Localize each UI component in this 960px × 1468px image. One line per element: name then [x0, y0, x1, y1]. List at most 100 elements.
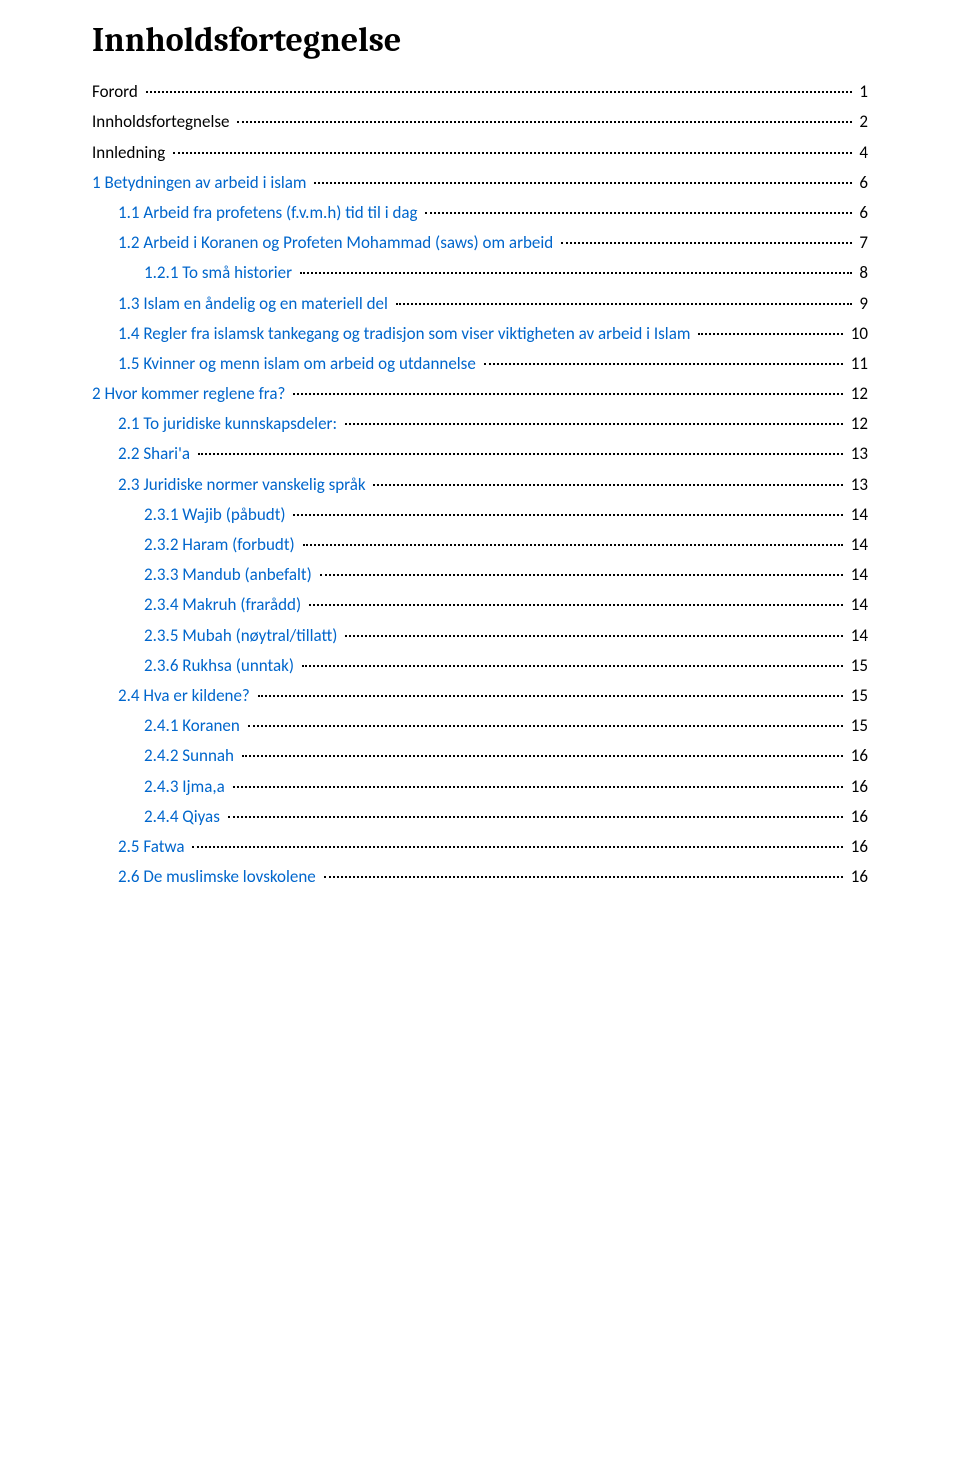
- toc-entry[interactable]: 2.1 To juridiske kunnskapsdeler: 12: [92, 402, 868, 432]
- toc-entry[interactable]: 1.4 Regler fra islamsk tankegang og trad…: [92, 312, 868, 342]
- toc-entry-page: 14: [847, 596, 868, 613]
- toc-entry-label: 1.5 Kvinner og menn islam om arbeid og u…: [118, 355, 480, 372]
- toc-entry[interactable]: 1.5 Kvinner og menn islam om arbeid og u…: [92, 342, 868, 372]
- toc-entry-page: 10: [847, 325, 868, 342]
- toc-entry[interactable]: 2.4.2 Sunnah 16: [92, 734, 868, 764]
- toc-leader-dots: [293, 392, 843, 395]
- toc-entry-label: 2.4 Hva er kildene?: [118, 687, 254, 704]
- toc-leader-dots: [320, 573, 843, 576]
- toc-leader-dots: [484, 362, 843, 365]
- toc-entry-label: 2.3 Juridiske normer vanskelig språk: [118, 476, 369, 493]
- toc-entry[interactable]: 2.4.4 Qiyas 16: [92, 795, 868, 825]
- toc-entry-page: 6: [856, 204, 868, 221]
- toc-entry-label: 2.4.1 Koranen: [144, 717, 244, 734]
- toc-entry[interactable]: 2.3.3 Mandub (anbefalt) 14: [92, 553, 868, 583]
- toc-leader-dots: [425, 211, 851, 214]
- toc-entry-page: 16: [847, 838, 868, 855]
- toc-entry[interactable]: 2.5 Fatwa 16: [92, 825, 868, 855]
- toc-leader-dots: [324, 875, 843, 878]
- toc-entry-label: 1.4 Regler fra islamsk tankegang og trad…: [118, 325, 694, 342]
- toc-entry-page: 16: [847, 808, 868, 825]
- toc-entry-label: 1 Betydningen av arbeid i islam: [92, 174, 310, 191]
- toc-entry-label: 2.3.6 Rukhsa (unntak): [144, 657, 298, 674]
- toc-entry-label: 2 Hvor kommer reglene fra?: [92, 385, 289, 402]
- toc-entry-label: 2.4.3 Ijma,a: [144, 778, 229, 795]
- toc-entry-page: 15: [847, 657, 868, 674]
- table-of-contents: Forord 1Innholdsfortegnelse 2Innledning …: [92, 70, 868, 885]
- toc-entry-label: 2.4.2 Sunnah: [144, 747, 238, 764]
- toc-entry[interactable]: 2.3.5 Mubah (nøytral/tillatt) 14: [92, 613, 868, 643]
- toc-entry-page: 7: [856, 234, 868, 251]
- toc-entry[interactable]: 2.3.6 Rukhsa (unntak) 15: [92, 644, 868, 674]
- toc-entry[interactable]: 1.1 Arbeid fra profetens (f.v.m.h) tid t…: [92, 191, 868, 221]
- toc-entry[interactable]: Innledning 4: [92, 130, 868, 160]
- toc-entry-label: 2.5 Fatwa: [118, 838, 188, 855]
- toc-entry[interactable]: 1.2 Arbeid i Koranen og Profeten Mohamma…: [92, 221, 868, 251]
- toc-entry[interactable]: 2.4.1 Koranen 15: [92, 704, 868, 734]
- toc-leader-dots: [192, 845, 843, 848]
- toc-leader-dots: [300, 271, 852, 274]
- toc-entry[interactable]: 2.2 Shari'a 13: [92, 432, 868, 462]
- toc-entry-page: 6: [856, 174, 868, 191]
- toc-leader-dots: [373, 483, 842, 486]
- toc-entry-page: 16: [847, 747, 868, 764]
- toc-leader-dots: [309, 603, 843, 606]
- toc-entry-page: 1: [856, 83, 868, 100]
- toc-entry-label: 1.1 Arbeid fra profetens (f.v.m.h) tid t…: [118, 204, 421, 221]
- toc-entry-label: 2.3.1 Wajib (påbudt): [144, 506, 289, 523]
- toc-entry[interactable]: 1 Betydningen av arbeid i islam 6: [92, 161, 868, 191]
- toc-entry-page: 12: [847, 385, 868, 402]
- toc-entry-page: 2: [856, 113, 868, 130]
- toc-entry-page: 16: [847, 868, 868, 885]
- toc-leader-dots: [303, 543, 843, 546]
- toc-entry-label: 1.3 Islam en åndelig og en materiell del: [118, 295, 392, 312]
- toc-leader-dots: [302, 664, 843, 667]
- toc-leader-dots: [345, 422, 843, 425]
- toc-entry-page: 12: [847, 415, 868, 432]
- toc-entry-label: Innholdsfortegnelse: [92, 113, 233, 130]
- toc-entry-label: 2.3.2 Haram (forbudt): [144, 536, 299, 553]
- toc-leader-dots: [173, 151, 851, 154]
- toc-entry-label: 2.3.5 Mubah (nøytral/tillatt): [144, 627, 341, 644]
- toc-leader-dots: [345, 634, 843, 637]
- toc-entry-page: 4: [856, 144, 868, 161]
- toc-entry[interactable]: 2.4.3 Ijma,a 16: [92, 764, 868, 794]
- toc-leader-dots: [146, 90, 852, 93]
- toc-entry[interactable]: 2.3 Juridiske normer vanskelig språk 13: [92, 462, 868, 492]
- toc-entry-page: 14: [847, 536, 868, 553]
- toc-entry-label: Forord: [92, 83, 142, 100]
- toc-leader-dots: [698, 332, 843, 335]
- toc-entry[interactable]: 2 Hvor kommer reglene fra? 12: [92, 372, 868, 402]
- toc-entry-label: 2.4.4 Qiyas: [144, 808, 224, 825]
- toc-leader-dots: [228, 815, 843, 818]
- toc-leader-dots: [237, 120, 851, 123]
- toc-entry-page: 15: [847, 717, 868, 734]
- toc-entry-label: 2.1 To juridiske kunnskapsdeler:: [118, 415, 341, 432]
- toc-entry-page: 13: [847, 445, 868, 462]
- toc-entry-page: 14: [847, 627, 868, 644]
- toc-entry-page: 9: [856, 295, 868, 312]
- toc-leader-dots: [242, 754, 843, 757]
- toc-entry[interactable]: 1.3 Islam en åndelig og en materiell del…: [92, 281, 868, 311]
- toc-entry-label: 1.2.1 To små historier: [144, 264, 296, 281]
- toc-entry[interactable]: Forord 1: [92, 70, 868, 100]
- toc-entry-page: 13: [847, 476, 868, 493]
- toc-entry-page: 16: [847, 778, 868, 795]
- toc-entry-label: 1.2 Arbeid i Koranen og Profeten Mohamma…: [118, 234, 557, 251]
- toc-leader-dots: [198, 452, 843, 455]
- toc-entry-label: 2.3.4 Makruh (frarådd): [144, 596, 305, 613]
- toc-entry-page: 8: [856, 264, 868, 281]
- toc-entry[interactable]: 2.3.2 Haram (forbudt) 14: [92, 523, 868, 553]
- toc-entry[interactable]: 2.4 Hva er kildene? 15: [92, 674, 868, 704]
- toc-entry-label: 2.6 De muslimske lovskolene: [118, 868, 320, 885]
- toc-entry[interactable]: 2.6 De muslimske lovskolene 16: [92, 855, 868, 885]
- toc-entry-page: 11: [847, 355, 868, 372]
- toc-entry[interactable]: Innholdsfortegnelse 2: [92, 100, 868, 130]
- page-title: Innholdsfortegnelse: [92, 20, 868, 60]
- toc-entry-page: 15: [847, 687, 868, 704]
- toc-entry[interactable]: 1.2.1 To små historier 8: [92, 251, 868, 281]
- toc-entry[interactable]: 2.3.4 Makruh (frarådd) 14: [92, 583, 868, 613]
- toc-entry-page: 14: [847, 506, 868, 523]
- toc-entry[interactable]: 2.3.1 Wajib (påbudt) 14: [92, 493, 868, 523]
- toc-leader-dots: [248, 724, 843, 727]
